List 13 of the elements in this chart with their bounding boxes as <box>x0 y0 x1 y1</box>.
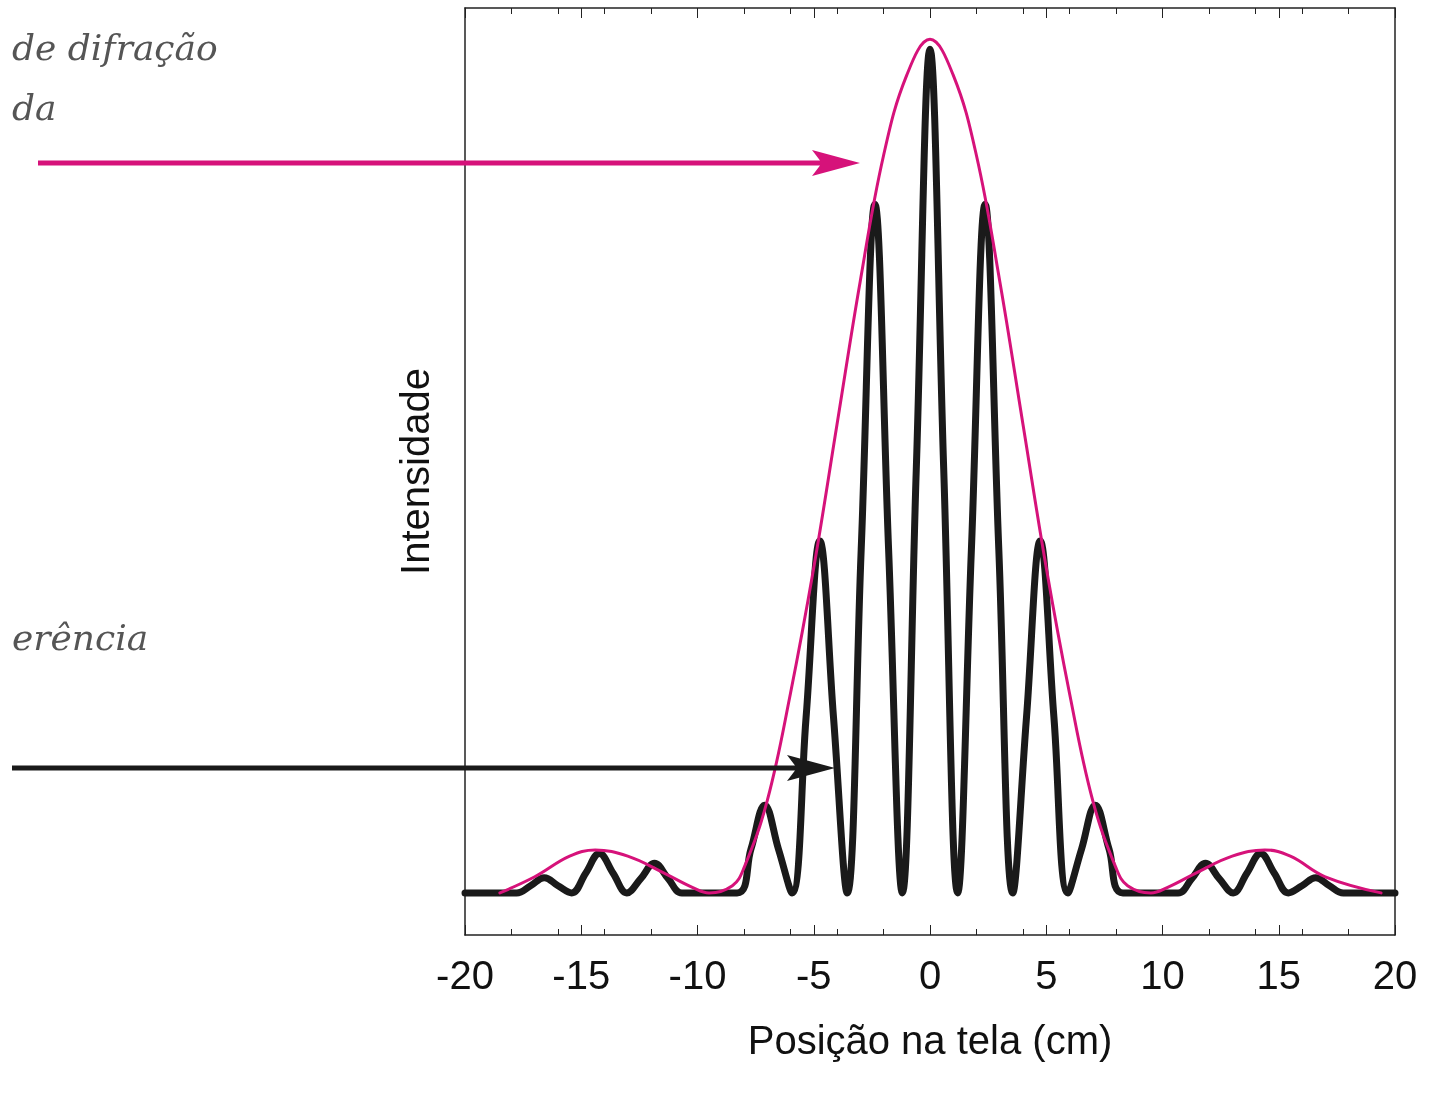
x-axis-title: Posição na tela (cm) <box>747 1018 1113 1062</box>
x-tick-label: -15 <box>552 953 611 997</box>
x-tick-label: 0 <box>918 953 942 997</box>
x-tick-label: -5 <box>795 953 832 997</box>
x-tick-label: -20 <box>436 953 494 997</box>
x-tick-label: 15 <box>1256 953 1301 997</box>
x-tick-label: 20 <box>1372 953 1418 997</box>
y-axis-title: Intensidade <box>393 368 437 575</box>
text: erência <box>12 616 149 660</box>
x-tick-label: 10 <box>1140 953 1185 997</box>
text: de difração da <box>12 26 219 130</box>
x-tick-label: 5 <box>1035 953 1058 997</box>
x-tick-label: -10 <box>668 953 727 997</box>
